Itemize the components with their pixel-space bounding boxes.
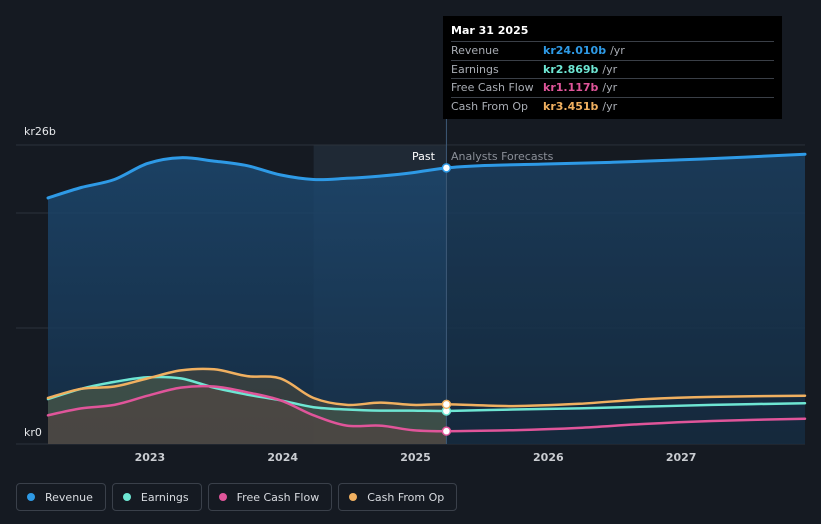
tooltip-unit: /yr bbox=[602, 99, 618, 113]
cash-from-op-line bbox=[46, 367, 807, 408]
chart-legend: Revenue Earnings Free Cash Flow Cash Fro… bbox=[16, 483, 458, 511]
legend-label: Revenue bbox=[45, 490, 93, 504]
chart-canvas bbox=[16, 16, 807, 445]
tooltip-row-free-cash-flow: Free Cash Flow kr1.117b /yr bbox=[451, 78, 774, 97]
tooltip-row-earnings: Earnings kr2.869b /yr bbox=[451, 59, 774, 79]
revenue-line bbox=[46, 152, 807, 200]
tooltip-row-revenue: Revenue kr24.010b /yr bbox=[451, 41, 774, 60]
x-tick-label: 2024 bbox=[267, 451, 299, 464]
tooltip-date: Mar 31 2025 bbox=[451, 24, 529, 37]
x-tick-label: 2027 bbox=[665, 451, 697, 464]
x-tick-label: 2026 bbox=[533, 451, 564, 464]
free-cash-flow-line bbox=[46, 384, 807, 433]
tooltip-unit: /yr bbox=[602, 81, 618, 94]
legend-label: Free Cash Flow bbox=[236, 490, 320, 504]
x-tick-label: 2023 bbox=[134, 451, 166, 464]
y-tick-label-bottom: kr0 bbox=[24, 426, 42, 439]
legend-item-earnings[interactable]: Earnings bbox=[111, 483, 202, 511]
legend-label: Cash From Op bbox=[367, 490, 445, 504]
y-tick-label-top: kr26b bbox=[24, 125, 56, 138]
legend-label: Earnings bbox=[140, 490, 189, 504]
tooltip-unit: /yr bbox=[602, 62, 618, 76]
tooltip-label: Revenue bbox=[451, 44, 499, 57]
legend-dot-icon bbox=[349, 493, 358, 501]
revenue-area bbox=[48, 154, 805, 444]
free-cash-flow-point bbox=[441, 426, 452, 436]
past-label: Past bbox=[412, 150, 435, 163]
legend-dot-icon bbox=[218, 493, 227, 501]
tooltip-value: kr24.010b bbox=[543, 44, 607, 57]
forecast-shade bbox=[446, 145, 805, 444]
tooltip-value: kr3.451b bbox=[543, 99, 599, 113]
tooltip-unit: /yr bbox=[610, 44, 625, 57]
x-tick-label: 2025 bbox=[400, 451, 431, 464]
legend-item-free-cash-flow[interactable]: Free Cash Flow bbox=[207, 483, 333, 511]
legend-dot-icon bbox=[122, 493, 131, 501]
forecast-label: Analysts Forecasts bbox=[451, 150, 554, 163]
cash-from-op-point bbox=[441, 399, 452, 410]
legend-item-cash-from-op[interactable]: Cash From Op bbox=[338, 483, 458, 511]
tooltip-row-cash-from-op: Cash From Op kr3.451b /yr bbox=[451, 96, 774, 116]
free-cash-flow-area bbox=[48, 386, 447, 444]
tooltip-label: Cash From Op bbox=[451, 99, 529, 113]
data-tooltip: Mar 31 2025 Revenue kr24.010b /yr Earnin… bbox=[443, 16, 782, 119]
legend-item-revenue[interactable]: Revenue bbox=[16, 483, 106, 511]
tooltip-value: kr2.869b bbox=[543, 62, 599, 76]
tooltip-label: Free Cash Flow bbox=[451, 81, 534, 94]
tooltip-value: kr1.117b bbox=[543, 81, 599, 94]
revenue-point bbox=[441, 163, 452, 173]
tooltip-label: Earnings bbox=[451, 62, 499, 76]
legend-dot-icon bbox=[27, 493, 35, 501]
earnings-area bbox=[48, 376, 447, 444]
